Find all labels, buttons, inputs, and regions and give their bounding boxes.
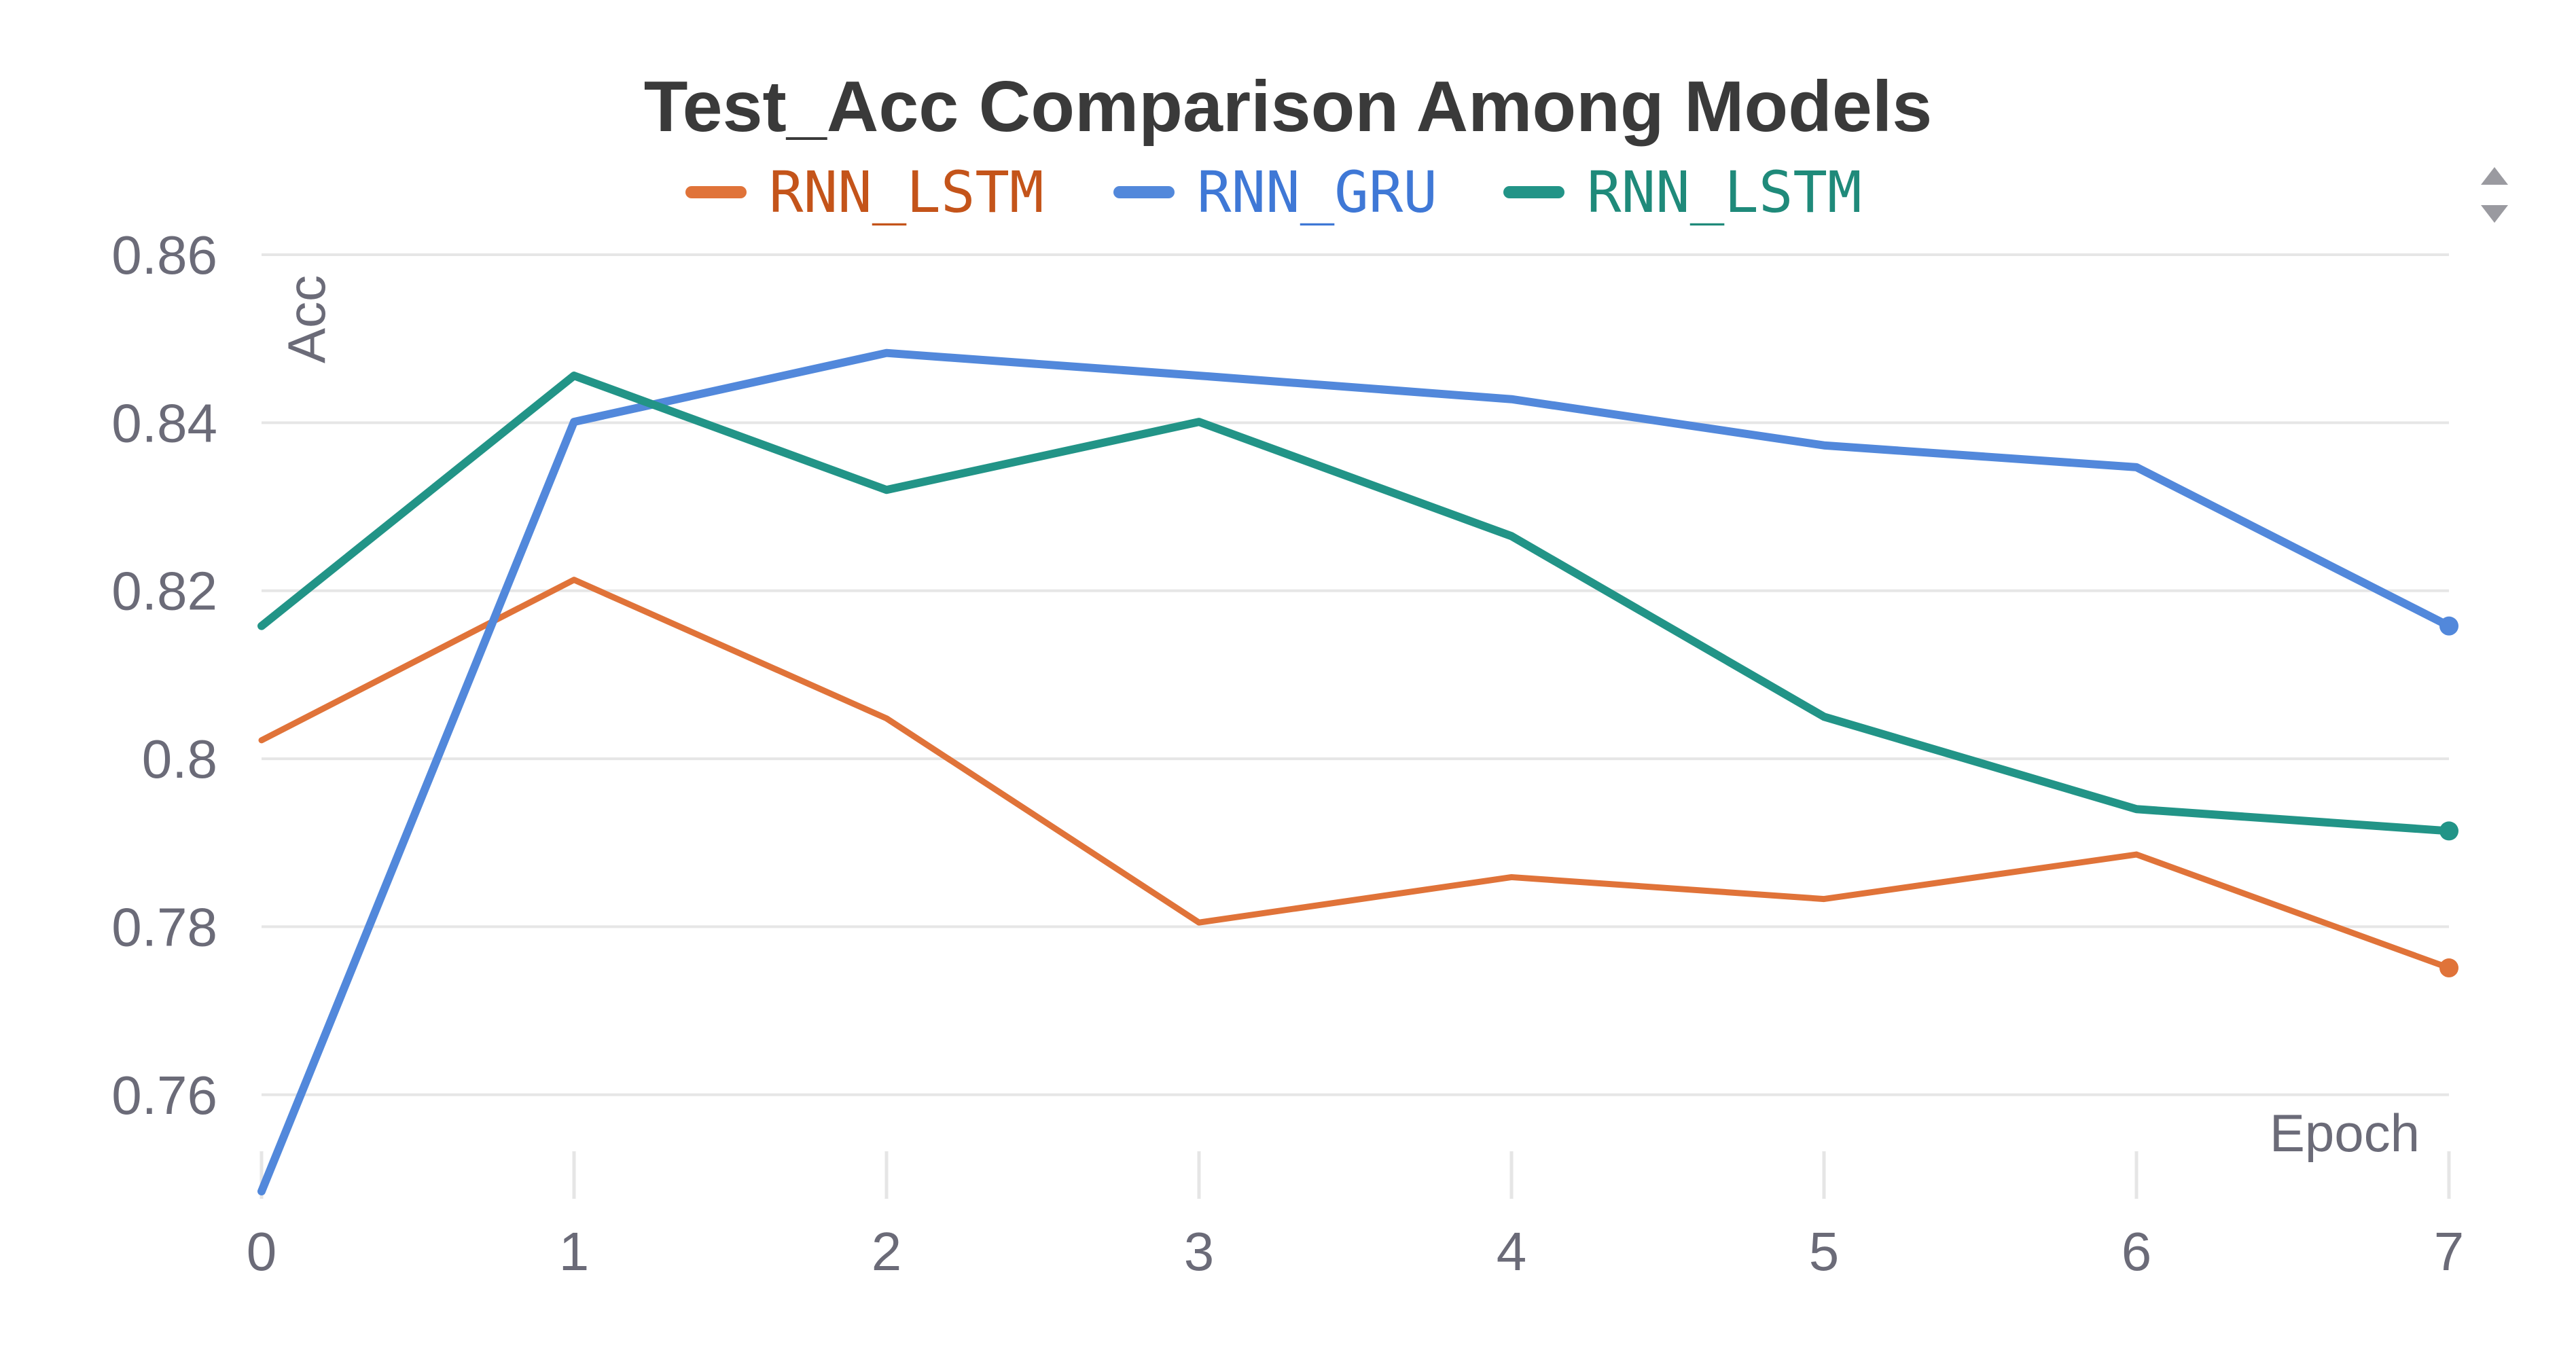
legend-label-2: RNN_LSTM xyxy=(1587,159,1862,226)
x-tick-label: 0 xyxy=(247,1221,277,1282)
y-tick-label: 0.84 xyxy=(111,393,217,453)
y-tick-label: 0.76 xyxy=(111,1065,217,1125)
y-tick-label: 0.78 xyxy=(111,897,217,957)
legend-label-0: RNN_LSTM xyxy=(769,159,1044,226)
x-tick-label: 7 xyxy=(2434,1221,2465,1282)
series-end-marker-2[interactable] xyxy=(2439,821,2458,841)
legend-item-1[interactable]: RNN_GRU xyxy=(1113,159,1437,226)
series-line-2[interactable] xyxy=(257,372,2453,835)
y-tick-label: 0.8 xyxy=(142,729,217,789)
series-line-1[interactable] xyxy=(257,348,2453,1195)
series-end-marker-1[interactable] xyxy=(2439,616,2458,636)
x-tick-label: 3 xyxy=(1184,1221,1215,1282)
x-tick-labels: 0 1 2 3 4 5 6 7 xyxy=(247,1221,2465,1282)
legend-item-0[interactable]: RNN_LSTM xyxy=(685,159,1044,226)
y-tick-label: 0.86 xyxy=(111,225,217,285)
y-gridlines xyxy=(262,253,2449,1096)
scroll-down-icon[interactable] xyxy=(2481,205,2508,223)
x-tick-label: 2 xyxy=(872,1221,902,1282)
legend-label-1: RNN_GRU xyxy=(1197,159,1437,226)
x-gridlines xyxy=(260,1151,2451,1199)
legend: RNN_LSTM RNN_GRU RNN_LSTM xyxy=(685,159,1862,226)
legend-scroll-control[interactable] xyxy=(2481,167,2508,223)
x-tick-label: 4 xyxy=(1497,1221,1527,1282)
x-tick-label: 1 xyxy=(559,1221,590,1282)
series-lines xyxy=(257,348,2458,1195)
y-axis-label: Acc xyxy=(276,275,336,363)
series-end-marker-0[interactable] xyxy=(2439,958,2458,978)
y-tick-labels: 0.76 0.78 0.8 0.82 0.84 0.86 xyxy=(111,225,217,1125)
chart-title: Test_Acc Comparison Among Models xyxy=(644,67,1933,147)
series-line-0[interactable] xyxy=(258,577,2452,971)
scroll-up-icon[interactable] xyxy=(2481,167,2508,185)
x-tick-label: 6 xyxy=(2122,1221,2152,1282)
legend-item-2[interactable]: RNN_LSTM xyxy=(1503,159,1862,226)
x-axis-label: Epoch xyxy=(2270,1103,2420,1163)
y-tick-label: 0.82 xyxy=(111,561,217,621)
x-tick-label: 5 xyxy=(1809,1221,1840,1282)
